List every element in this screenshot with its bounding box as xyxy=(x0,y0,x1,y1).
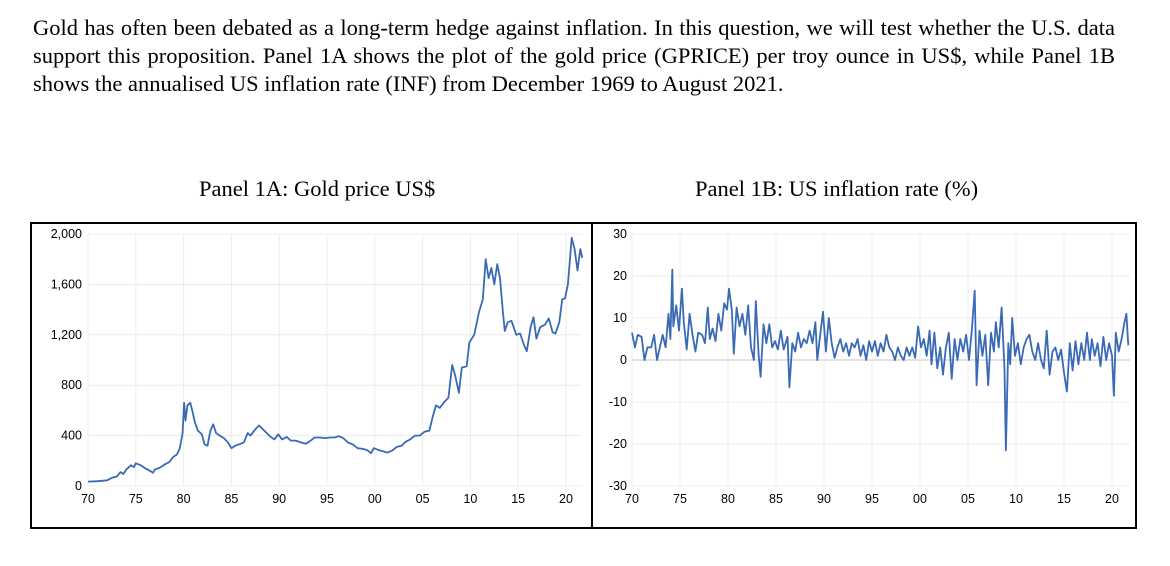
panel-1a-title: Panel 1A: Gold price US$ xyxy=(199,176,436,201)
inflation-ytick-label: -20 xyxy=(609,437,627,451)
gold-xtick-label: 10 xyxy=(463,492,477,506)
panel-1b-title: Panel 1B: US inflation rate (%) xyxy=(695,176,979,201)
inflation-ytick-label: 10 xyxy=(613,311,627,325)
inflation-xtick-label: 75 xyxy=(673,492,687,506)
gold-ytick-label: 1,200 xyxy=(51,328,82,342)
gold-xtick-label: 00 xyxy=(368,492,382,506)
gold-series-line xyxy=(87,236,584,483)
inflation-ytick-label: -30 xyxy=(609,479,627,493)
intro-paragraph: Gold has often been debated as a long-te… xyxy=(33,15,1115,96)
gold-xtick-label: 75 xyxy=(129,492,143,506)
gold-ytick-label: 400 xyxy=(61,429,82,443)
gold-xtick-label: 80 xyxy=(177,492,191,506)
inflation-xtick-label: 00 xyxy=(913,492,927,506)
inflation-xtick-label: 10 xyxy=(1009,492,1023,506)
gold-xtick-label: 95 xyxy=(320,492,334,506)
gold-xtick-label: 70 xyxy=(81,492,95,506)
gold-xtick-label: 05 xyxy=(416,492,430,506)
inflation-xtick-label: 70 xyxy=(625,492,639,506)
gold-ytick-label: 1,600 xyxy=(51,277,82,291)
gold-xtick-label: 15 xyxy=(511,492,525,506)
gold-ytick-label: 0 xyxy=(75,479,82,493)
gold-xtick-label: 20 xyxy=(559,492,573,506)
gold-xtick-label: 90 xyxy=(272,492,286,506)
charts-frame xyxy=(30,222,1137,529)
inflation-ytick-label: 30 xyxy=(613,227,627,241)
inflation-xtick-label: 95 xyxy=(865,492,879,506)
gold-ytick-label: 2,000 xyxy=(51,227,82,241)
inflation-ytick-label: 0 xyxy=(620,353,627,367)
gold-xtick-label: 85 xyxy=(224,492,238,506)
inflation-ytick-label: -10 xyxy=(609,395,627,409)
inflation-xtick-label: 05 xyxy=(961,492,975,506)
inflation-xtick-label: 80 xyxy=(721,492,735,506)
inflation-xtick-label: 20 xyxy=(1105,492,1119,506)
inflation-xtick-label: 90 xyxy=(817,492,831,506)
inflation-series-line xyxy=(631,268,1130,452)
gold-ytick-label: 800 xyxy=(61,378,82,392)
inflation-ytick-label: 20 xyxy=(613,269,627,283)
inflation-xtick-label: 15 xyxy=(1057,492,1071,506)
inflation-xtick-label: 85 xyxy=(769,492,783,506)
panel-divider xyxy=(591,222,593,529)
